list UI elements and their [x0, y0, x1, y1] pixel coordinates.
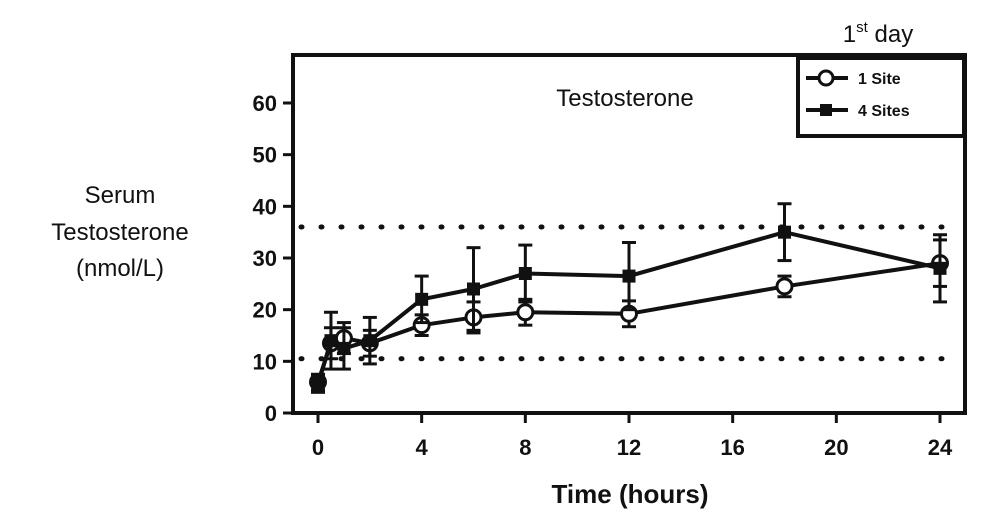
y-tick-label-20: 20: [253, 298, 277, 323]
legend-marker-4-sites: [820, 104, 832, 116]
x-tick-label-0: 0: [312, 435, 324, 460]
axis-ticks: 0 10 20 30 40 50 60 0 4 8 12 16 20 24: [253, 91, 953, 460]
chart-title: Testosterone: [556, 85, 693, 112]
point-4-sites-5: [467, 282, 480, 296]
legend-label-1-site: 1 Site: [858, 71, 901, 88]
y-tick-label-60: 60: [253, 91, 277, 116]
y-axis-label-line-2: Testosterone: [51, 219, 188, 246]
x-tick-label-4: 4: [416, 435, 429, 460]
x-tick-label-8: 8: [519, 435, 531, 460]
point-4-sites-1: [324, 334, 338, 348]
point-4-sites-9: [933, 261, 947, 275]
x-tick-label-12: 12: [617, 435, 641, 460]
legend-marker-1-site: [817, 69, 835, 87]
x-tick-label-24: 24: [928, 435, 953, 460]
y-tick-label-40: 40: [253, 194, 277, 219]
point-4-sites-8: [778, 225, 791, 239]
legend-label-4-sites: 4 Sites: [858, 103, 910, 120]
point-1-site-8: [775, 277, 794, 296]
corner-title: 1st day: [843, 19, 913, 48]
y-tick-label-50: 50: [253, 143, 277, 168]
x-tick-label-16: 16: [720, 435, 744, 460]
legend: 1 Site 4 Sites: [796, 56, 966, 138]
y-axis-label-line-1: Serum: [85, 182, 156, 209]
legend-box: [796, 56, 966, 138]
y-tick-label-30: 30: [253, 246, 277, 271]
y-tick-label-10: 10: [253, 349, 277, 374]
point-4-sites-6: [518, 267, 532, 280]
series-group: [309, 202, 949, 394]
x-tick-label-20: 20: [824, 435, 848, 460]
point-4-sites-2: [337, 341, 351, 355]
point-4-sites-4: [415, 292, 429, 306]
y-tick-label-0: 0: [265, 401, 277, 426]
point-1-site-6: [516, 303, 535, 322]
point-4-sites-0: [311, 378, 325, 392]
point-4-sites-7: [622, 269, 636, 283]
x-axis-title: Time (hours): [552, 479, 709, 509]
point-4-sites-3: [363, 334, 377, 348]
y-axis-label-line-3: (nmol/L): [76, 255, 164, 282]
